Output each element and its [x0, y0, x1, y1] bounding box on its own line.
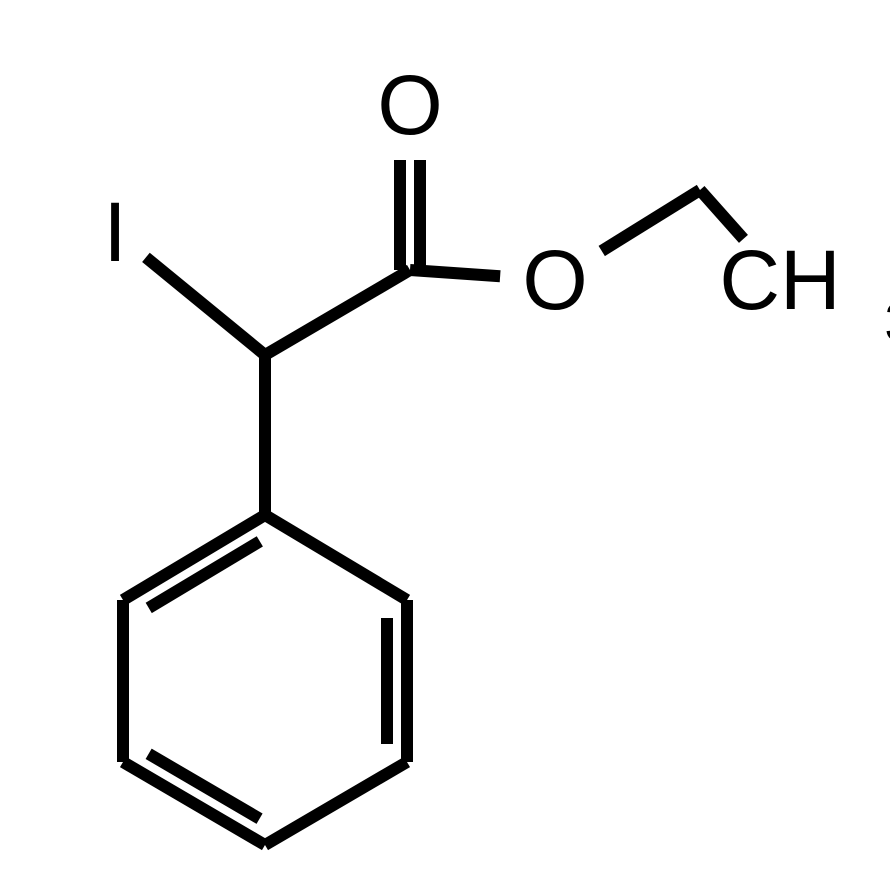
- atom-label-o1: O: [377, 58, 442, 152]
- atom-subscript-ch3: 3: [884, 290, 890, 353]
- atom-label-i: I: [103, 185, 126, 279]
- bond-line: [146, 257, 265, 355]
- atom-label-o2: O: [522, 233, 587, 327]
- bond-line: [410, 270, 500, 276]
- bond-line: [265, 515, 407, 600]
- atom-label-ch3: CH: [719, 233, 840, 327]
- bond-line: [700, 190, 743, 239]
- molecule-diagram: I OO CH 3: [0, 0, 890, 890]
- bond-line: [265, 270, 410, 355]
- bond-line: [265, 762, 407, 845]
- bond-line: [602, 190, 700, 251]
